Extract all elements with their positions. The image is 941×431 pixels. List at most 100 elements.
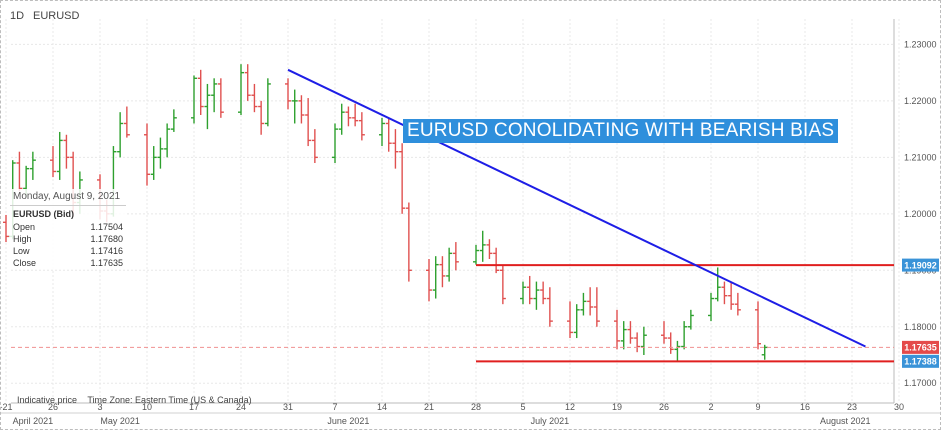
x-tick-label: -21: [1, 402, 13, 412]
ohlc-bar: [56, 131, 63, 180]
ohlc-bar: [674, 340, 681, 361]
ohlc-bar: [627, 321, 634, 344]
ohlc-bar: [305, 98, 312, 147]
ohlc-bar: [251, 83, 258, 113]
x-tick-label: 24: [236, 402, 246, 412]
price-label: 1.17635: [902, 340, 939, 354]
x-tick-label: 2: [708, 402, 713, 412]
annotation-banner[interactable]: EURUSD CONOLIDATING WITH BEARISH BIAS: [403, 119, 839, 143]
x-tick-label: 21: [424, 402, 434, 412]
y-tick-label: 1.21000: [904, 152, 937, 162]
price-label-box: [902, 258, 939, 272]
ohlc-bar: [264, 78, 271, 127]
ohlc-bar: [117, 112, 124, 158]
ohlc-bar: [345, 106, 352, 127]
ohlc-bar: [332, 123, 338, 163]
ohlc-bar: [708, 292, 714, 322]
ohlc-bar: [587, 287, 594, 316]
ohlc-bar: [379, 117, 385, 147]
x-month-label: May 2021: [100, 416, 140, 426]
info-row-low: Low 1.17416: [10, 245, 126, 257]
x-tick-label: 9: [755, 402, 760, 412]
ohlc-bar: [217, 78, 224, 118]
x-tick-label: 23: [847, 402, 857, 412]
ohlc-bar: [63, 134, 70, 169]
ohlc-bar: [728, 281, 735, 310]
ohlc-bar: [573, 304, 580, 339]
price-label-box: [902, 354, 939, 368]
ohlc-bar: [446, 247, 453, 282]
y-tick-label: 1.18000: [904, 322, 937, 332]
ohlc-bar: [298, 95, 305, 124]
ohlc-bar: [144, 123, 150, 186]
info-label: High: [13, 234, 32, 244]
ohlc-bar: [452, 242, 459, 271]
x-tick-label: 3: [97, 402, 102, 412]
ohlc-bar: [197, 69, 204, 115]
ohlc-bar: [493, 247, 500, 274]
x-tick-label: 30: [894, 402, 904, 412]
ohlc-bar: [580, 292, 587, 316]
ohlc-bar: [258, 100, 265, 135]
price-label-text: 1.19092: [904, 260, 937, 270]
x-month-label: April 2021: [13, 416, 54, 426]
x-tick-label: 17: [189, 402, 199, 412]
ohlc-bar: [714, 267, 721, 302]
ohlc-bar: [473, 244, 479, 265]
ohlc-bar: [540, 281, 547, 305]
ohlc-bar: [640, 326, 647, 355]
ohlc-bar: [191, 75, 197, 124]
ohlc-bar: [157, 137, 164, 169]
y-tick-label: 1.17000: [904, 378, 937, 388]
ohlc-bar: [244, 64, 251, 101]
ohlc-bar: [399, 143, 406, 214]
x-tick-label: 10: [142, 402, 152, 412]
info-value: 1.17416: [90, 246, 123, 256]
ohlc-bar: [338, 103, 345, 135]
symbol-label[interactable]: EURUSD: [33, 10, 80, 22]
x-tick-label: 26: [48, 402, 58, 412]
ohlc-bar: [311, 129, 318, 163]
x-tick-label: 19: [612, 402, 622, 412]
ohlc-bar: [721, 281, 728, 305]
ohlc-bar: [164, 123, 171, 158]
info-label: Low: [13, 246, 30, 256]
x-tick-label: 28: [471, 402, 481, 412]
price-label-text: 1.17635: [904, 343, 937, 353]
info-row-high: High 1.17680: [10, 233, 126, 245]
ohlc-bar: [479, 230, 486, 262]
ohlc-bar: [3, 214, 9, 243]
price-label-box: [902, 340, 939, 354]
bearish-trendline: [287, 68, 866, 348]
info-label: Open: [13, 222, 36, 232]
ohlc-bar: [567, 301, 573, 339]
ohlc-bar: [204, 83, 211, 130]
ohlc-bar: [170, 109, 177, 132]
interval-label[interactable]: 1D: [10, 10, 25, 22]
ohlc-bar: [520, 281, 526, 305]
timezone-label: Time Zone: Eastern Time (US & Canada): [87, 395, 252, 405]
indicative-price-label: Indicative price: [17, 395, 78, 405]
ohlc-bar: [358, 112, 365, 141]
price-labels-layer: 1.19092 1.17635 1.17388: [902, 258, 939, 368]
info-date: Monday, August 9, 2021: [10, 189, 126, 206]
ohlc-bar: [486, 239, 493, 259]
info-value: 1.17504: [90, 222, 123, 232]
x-tick-label: 31: [283, 402, 293, 412]
ohlc-bar: [734, 292, 741, 316]
ohlc-bar: [614, 309, 620, 350]
ohlc-bar: [667, 332, 674, 354]
ohlc-bar: [439, 256, 446, 288]
ohlc-bar: [546, 287, 553, 327]
info-value: 1.17680: [90, 234, 123, 244]
axes-layer: 1.230001.220001.210001.200001.190001.180…: [1, 19, 941, 426]
ohlc-bar: [687, 309, 694, 330]
x-tick-label: 12: [565, 402, 575, 412]
levels-layer: [11, 68, 894, 363]
ohlc-bar: [385, 117, 392, 152]
ohlc-bar: [29, 151, 36, 180]
x-tick-label: 16: [800, 402, 810, 412]
y-tick-label: 1.23000: [904, 39, 937, 49]
